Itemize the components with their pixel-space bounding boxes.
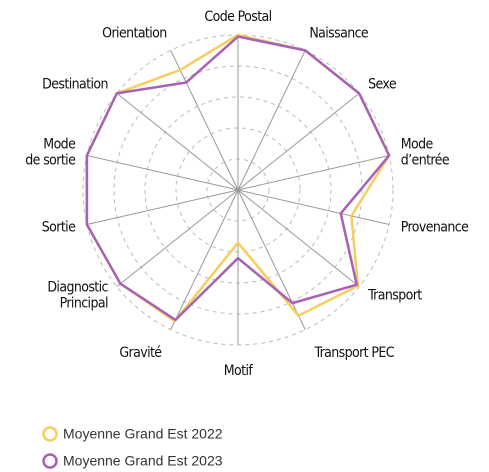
axis-label: Transport PEC [314,345,395,361]
legend-marker [42,426,58,442]
spoke [170,189,239,330]
axis-label: Transport [367,287,422,303]
spoke [116,189,239,288]
axis-label: Gravité [119,345,162,361]
axis-label: Orientation [102,26,167,42]
spoke [237,92,360,191]
axis-label: Mode [401,136,434,152]
axis-label: Destination [42,77,108,93]
axis-label: Code Postal [204,9,271,25]
axis-label: Diagnostic [47,279,108,295]
spoke [237,189,360,288]
legend-label: Moyenne Grand Est 2023 [63,453,223,469]
axis-label: Mode [43,136,76,152]
axis-label: Provenance [401,220,469,236]
axis-label: de sortie [25,152,76,168]
spoke [116,92,239,191]
spoke [237,50,306,191]
spoke [237,189,306,330]
axis-label: Principal [60,295,108,311]
series-line [85,35,391,322]
spoke [170,50,239,191]
axis-label: Sortie [42,220,76,236]
spoke [86,189,239,225]
spoke [86,155,239,191]
legend-label: Moyenne Grand Est 2022 [63,426,223,442]
axis-label: Sexe [368,77,397,93]
spoke [237,189,390,225]
spoke [237,155,390,191]
axis-label: Motif [224,363,254,379]
axis-label: Naissance [309,26,369,42]
legend-marker [42,453,58,469]
axis-label: d’entrée [401,152,450,168]
